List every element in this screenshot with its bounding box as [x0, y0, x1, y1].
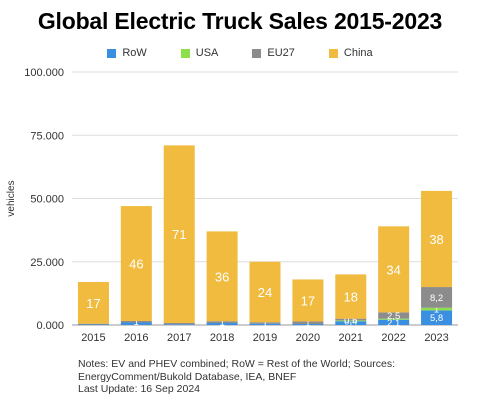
- legend-item-eu27: EU27: [252, 47, 295, 59]
- x-tick-label: 2019: [253, 332, 277, 344]
- data-label: 34: [386, 262, 400, 277]
- data-label: 18: [344, 290, 358, 305]
- data-label: 1: [219, 318, 224, 329]
- bar-segment: [335, 274, 367, 319]
- data-label: 17: [86, 296, 100, 311]
- data-label: 0,4: [344, 316, 357, 327]
- data-label: 0,6: [344, 315, 357, 326]
- data-label: 2,1: [387, 318, 400, 329]
- bar-segment: [120, 322, 152, 325]
- data-label: 36: [215, 269, 229, 284]
- legend-label-china: China: [343, 47, 373, 59]
- y-tick-label: 25.000: [30, 257, 64, 269]
- bar-segment: [206, 322, 238, 325]
- legend-item-china: China: [328, 47, 373, 59]
- notes-line-1: Notes: EV and PHEV combined; RoW = Rest …: [78, 358, 395, 370]
- chart-title: Global Electric Truck Sales 2015-2023: [37, 8, 443, 34]
- bar-segment: [421, 190, 453, 288]
- legend-swatch-eu27: [252, 48, 262, 58]
- y-tick-label: 0.000: [36, 320, 64, 332]
- data-label: 1: [134, 317, 139, 328]
- bar-segment: [163, 322, 195, 325]
- bar-segment: [378, 319, 410, 325]
- bar-segment: [335, 318, 367, 321]
- data-label: 1: [305, 318, 310, 329]
- bar-segment: [335, 320, 367, 322]
- bar-segment: [378, 312, 410, 319]
- legend-item-usa: USA: [180, 47, 219, 59]
- bar-segment: [249, 261, 281, 323]
- bar-segment: [77, 324, 109, 325]
- legend-swatch-china: [328, 48, 338, 58]
- notes: Notes: EV and PHEV combined; RoW = Rest …: [78, 358, 395, 396]
- data-label: 2,5: [387, 311, 400, 322]
- legend-swatch-row: [107, 48, 117, 58]
- notes-line-2: EnergyComment/Bukold Database, IEA, BNEF: [78, 370, 297, 383]
- x-tick-label: 2020: [296, 332, 320, 344]
- bar-segment: [378, 318, 410, 320]
- bar-segment: [292, 321, 324, 324]
- bar-segment: [421, 307, 453, 311]
- data-label: 46: [129, 257, 143, 272]
- x-tick-label: 2023: [424, 332, 448, 344]
- bar-segment: [249, 323, 281, 325]
- bar-segment: [378, 226, 410, 313]
- legend-swatch-usa: [180, 48, 190, 58]
- bar-segment: [249, 322, 281, 324]
- bar-segment: [421, 310, 453, 325]
- bar-segment: [421, 287, 453, 308]
- data-label: 1: [262, 318, 267, 329]
- legend-item-row: RoW: [107, 47, 147, 59]
- x-tick-label: 2022: [381, 332, 405, 344]
- legend-label-eu27: EU27: [267, 47, 295, 59]
- data-label: 8,2: [430, 293, 443, 304]
- bar-segment: [77, 281, 109, 324]
- bar-segment: [292, 323, 324, 325]
- bar-segment: [206, 321, 238, 323]
- bar-segment: [292, 279, 324, 322]
- bar-segment: [206, 231, 238, 322]
- y-tick-label: 100.000: [24, 67, 64, 79]
- data-label: 17: [301, 293, 315, 308]
- x-tick-label: 2016: [124, 332, 148, 344]
- notes-line-3: Last Update: 16 Sep 2024: [78, 383, 201, 395]
- legend-label-row: RoW: [122, 47, 147, 59]
- y-axis-label: vehicles: [6, 180, 17, 216]
- y-tick-label: 50.000: [30, 194, 64, 206]
- x-tick-label: 2021: [339, 332, 363, 344]
- bar-segment: [77, 323, 109, 325]
- data-label: 38: [429, 232, 443, 247]
- legend-label-usa: USA: [195, 47, 219, 59]
- bar-segment: [163, 145, 195, 323]
- x-tick-label: 2018: [210, 332, 234, 344]
- bar-segment: [120, 320, 152, 323]
- data-label: 5,8: [430, 313, 443, 324]
- y-tick-label: 75.000: [30, 130, 64, 142]
- legend: RoW USA EU27 China: [0, 45, 480, 61]
- x-tick-label: 2017: [167, 332, 191, 344]
- bar-segment: [335, 321, 367, 325]
- data-label: 24: [258, 285, 272, 300]
- data-label: 1: [434, 305, 439, 316]
- data-label: 71: [172, 227, 186, 242]
- x-tick-label: 2015: [81, 332, 105, 344]
- bar-segment: [120, 206, 152, 321]
- bar-segment: [163, 324, 195, 325]
